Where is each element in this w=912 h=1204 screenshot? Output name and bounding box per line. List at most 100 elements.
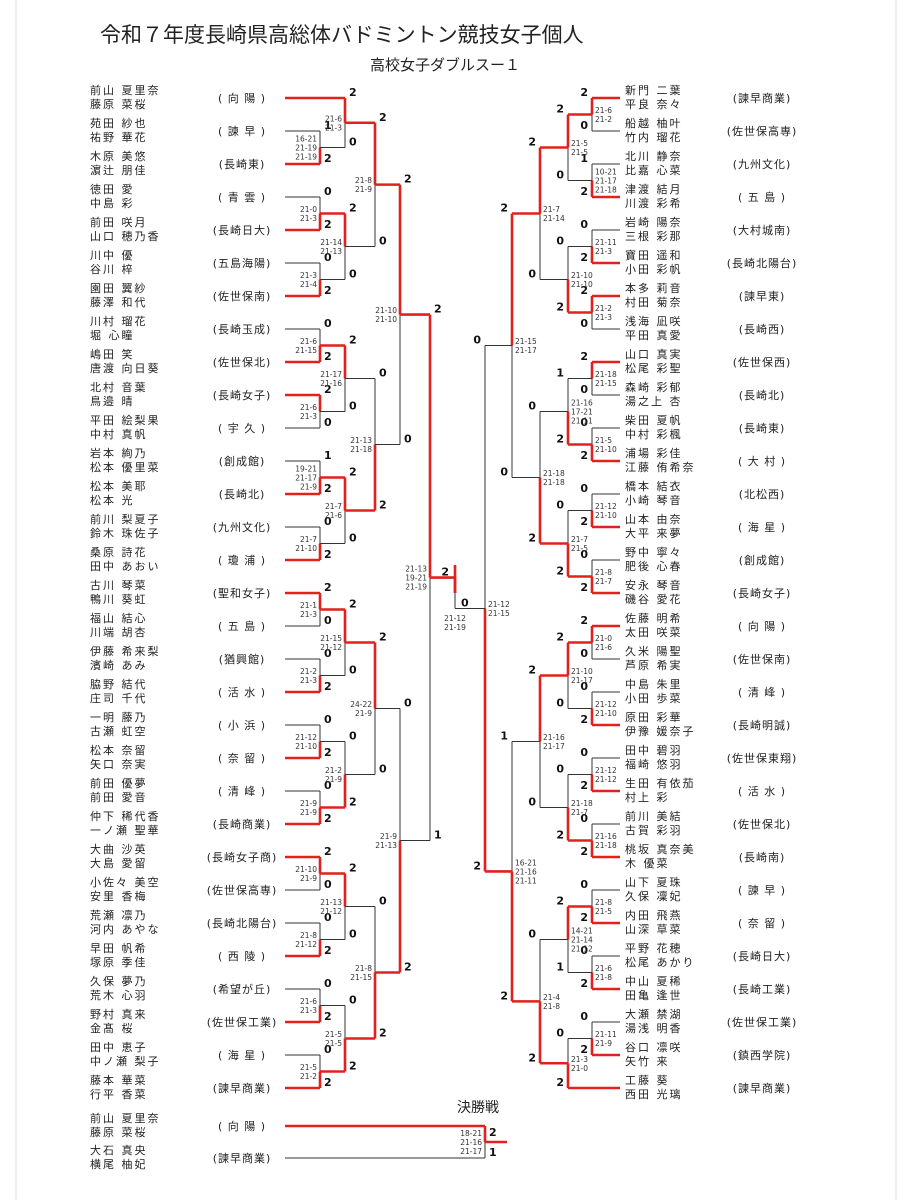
player-name: 中ノ瀬 梨子 <box>90 1054 161 1068</box>
game-score: 21-7 <box>571 535 588 544</box>
game-score: 21-15 <box>295 346 317 355</box>
school: (長崎西) <box>739 322 786 336</box>
school: (佐世保高専) <box>727 124 798 138</box>
games-won: 2 <box>580 581 588 594</box>
games-won: 2 <box>580 284 588 297</box>
school: (創成館) <box>219 455 266 468</box>
game-score: 21-5 <box>300 1063 317 1072</box>
player-name: 前田 愛音 <box>90 790 148 804</box>
game-score: 21-7 <box>595 577 612 586</box>
games-won: 2 <box>324 845 332 858</box>
school: ( 海 星 ) <box>738 520 786 534</box>
game-score: 21-14 <box>320 238 342 247</box>
player-name: 一ノ瀬 聖華 <box>90 823 161 837</box>
school: ( 向 陽 ) <box>218 91 266 105</box>
player-name: 平野 花穂 <box>625 941 683 955</box>
school: ( 奈 留 ) <box>218 751 266 765</box>
game-score: 21-6 <box>300 403 317 412</box>
player-name: 塚原 季佳 <box>90 955 148 969</box>
player-name: 中山 夏稀 <box>625 975 683 988</box>
player-name: 中島 彩 <box>90 196 135 210</box>
game-score: 21-9 <box>355 709 372 718</box>
player-name: 苑田 紗也 <box>90 117 148 130</box>
games-won: 0 <box>528 928 536 941</box>
games-won: 2 <box>500 989 508 1002</box>
player-name: 山口 穂乃香 <box>90 229 161 243</box>
games-won: 2 <box>324 152 332 165</box>
game-score: 21-11 <box>571 417 593 426</box>
game-score: 21-14 <box>543 214 565 223</box>
player-name: 津渡 結月 <box>625 183 683 196</box>
player-name: 原田 彩華 <box>625 711 683 724</box>
school: ( 向 陽 ) <box>218 1119 266 1133</box>
game-score: 21-17 <box>595 177 617 186</box>
games-won: 0 <box>473 334 481 347</box>
games-won: 2 <box>580 185 588 198</box>
games-won: 2 <box>379 111 387 124</box>
school: (長崎北) <box>219 487 266 501</box>
player-name: 野村 真来 <box>90 1007 148 1021</box>
player-name: 湯之上 杏 <box>625 394 683 408</box>
game-score: 21-2 <box>300 667 317 676</box>
school: ( 向 陽 ) <box>738 619 786 633</box>
player-name: 川村 瑠花 <box>90 314 148 328</box>
school: (諫早東) <box>739 290 786 303</box>
games-won: 2 <box>349 86 357 99</box>
games-won: 0 <box>379 235 387 248</box>
school: (佐世保東翔) <box>727 751 798 765</box>
school: (長崎女子) <box>733 586 792 600</box>
player-name: 谷口 凛咲 <box>625 1040 683 1054</box>
player-name: 岩崎 陽奈 <box>625 215 683 229</box>
game-score: 21-10 <box>571 667 593 676</box>
player-name: 松本 優里菜 <box>90 460 161 474</box>
player-name: 徳田 愛 <box>90 183 135 196</box>
game-score: 21-11 <box>595 238 617 247</box>
game-score: 21-16 <box>320 379 342 388</box>
player-name: 嶋田 笑 <box>90 347 135 361</box>
player-name: 大平 来夢 <box>625 526 683 540</box>
game-score: 21-17 <box>571 676 593 685</box>
player-name: 川中 優 <box>90 249 135 262</box>
player-name: 田中 碧羽 <box>625 744 683 757</box>
school: (長崎女子商) <box>207 850 278 864</box>
games-won: 0 <box>461 596 469 609</box>
game-score: 21-18 <box>543 469 565 478</box>
player-name: 松本 奈留 <box>90 743 148 757</box>
games-won: 0 <box>379 367 387 380</box>
games-won: 1 <box>489 1146 497 1159</box>
school: (長崎南) <box>739 850 786 864</box>
games-won: 0 <box>404 697 412 710</box>
school: (佐世保南) <box>733 652 792 666</box>
games-won: 0 <box>556 235 564 248</box>
final-label: 決勝戦 <box>457 1100 499 1116</box>
games-won: 2 <box>324 680 332 693</box>
player-name: 湯浅 明香 <box>625 1022 683 1035</box>
game-score: 21-0 <box>571 1064 588 1073</box>
game-score: 21-9 <box>300 808 317 817</box>
games-won: 2 <box>349 598 357 611</box>
player-name: 山本 由奈 <box>625 512 683 526</box>
game-score: 21-5 <box>595 907 612 916</box>
school: (諫早商業) <box>733 1082 792 1095</box>
player-name: 桑原 詩花 <box>90 546 148 559</box>
player-name: 松本 美耶 <box>90 479 148 493</box>
game-score: 21-6 <box>595 106 612 115</box>
games-won: 2 <box>379 499 387 512</box>
player-name: 太田 咲菜 <box>625 625 683 639</box>
school: (佐世保南) <box>213 289 272 303</box>
subtitle: 高校女子ダブルスー１ <box>370 56 520 74</box>
game-score: 21-7 <box>571 808 588 817</box>
player-name: 肥後 心春 <box>625 559 683 573</box>
game-score: 21-0 <box>300 205 317 214</box>
game-score: 21-13 <box>405 565 427 574</box>
school: (長崎日大) <box>213 223 272 237</box>
games-won: 2 <box>349 796 357 809</box>
player-name: 矢竹 来 <box>625 1054 670 1068</box>
school: (長崎商業) <box>213 817 272 831</box>
school: (九州文化) <box>733 157 792 171</box>
player-name: 川渡 彩希 <box>625 196 683 210</box>
games-won: 2 <box>324 812 332 825</box>
games-won: 2 <box>580 845 588 858</box>
games-won: 2 <box>324 581 332 594</box>
